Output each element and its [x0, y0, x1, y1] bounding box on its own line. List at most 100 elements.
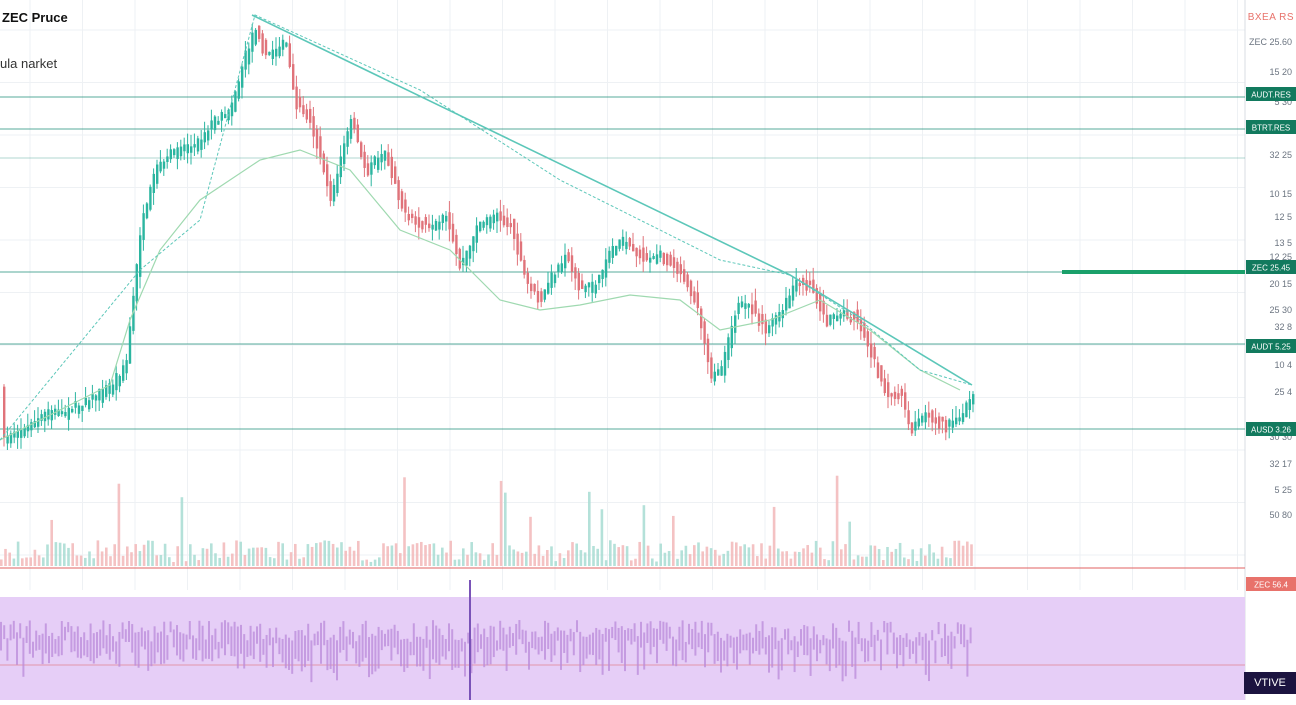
volume-bar — [529, 516, 532, 566]
candle-body — [71, 408, 74, 413]
candle-body — [734, 315, 737, 333]
candle-body — [696, 292, 699, 309]
candle-body — [958, 417, 961, 422]
rsi-bar — [569, 628, 572, 642]
candle-body — [271, 49, 274, 59]
rsi-bar — [694, 621, 697, 656]
candle-body — [332, 184, 336, 202]
rsi-bar — [787, 628, 790, 655]
volume-bar — [966, 541, 969, 566]
candle-body — [94, 395, 98, 401]
volume-bar — [697, 542, 700, 566]
volume-bar — [785, 551, 788, 566]
candle-body — [509, 223, 512, 228]
volume-bar — [29, 557, 32, 566]
volume-bar — [676, 558, 679, 566]
rsi-bar — [540, 636, 543, 652]
candle-body — [472, 236, 475, 252]
rsi-bar — [854, 637, 857, 679]
rsi-bar — [876, 629, 879, 641]
volume-bar — [743, 544, 746, 566]
rsi-bar — [572, 632, 575, 656]
candle-body — [523, 259, 526, 275]
rsi-bar — [409, 641, 412, 656]
candle-body — [400, 191, 404, 209]
price-tick-label: 5 30 — [1274, 97, 1292, 107]
candle-body — [972, 394, 975, 405]
volume-bar — [121, 555, 125, 566]
candle-body — [23, 427, 26, 437]
rsi-bar — [652, 628, 655, 647]
candle-body — [900, 388, 903, 396]
candle-body — [9, 433, 13, 444]
volume-badge-text: ZEC 56.4 — [1254, 581, 1288, 590]
rsi-bar — [192, 635, 194, 659]
candle-body — [836, 315, 839, 322]
rsi-bar — [387, 629, 390, 647]
rsi-bar — [940, 638, 943, 658]
rsi-bar — [246, 640, 249, 657]
volume-bar — [432, 543, 436, 566]
volume-bar — [739, 546, 742, 566]
candle-body — [468, 245, 472, 259]
rsi-bar — [233, 621, 236, 657]
level-price-badge-text: AUDT.RES — [1251, 91, 1291, 100]
candle-body — [356, 124, 359, 143]
candle-body — [203, 132, 206, 143]
volume-bar — [840, 549, 843, 566]
rsi-bar — [732, 637, 735, 664]
candle-body — [295, 86, 298, 110]
volume-bar — [949, 558, 952, 566]
rsi-bar — [131, 624, 134, 653]
candle-body — [570, 255, 574, 272]
candle-body — [417, 217, 421, 228]
candle-body — [37, 418, 40, 427]
rsi-bar — [83, 632, 86, 656]
volume-bar — [772, 506, 776, 566]
rsi-bar — [716, 631, 719, 662]
rsi-bar — [560, 630, 562, 670]
rsi-bar — [918, 632, 921, 646]
volume-bar — [919, 548, 923, 566]
rsi-bar — [182, 633, 185, 662]
volume-bar — [315, 543, 318, 566]
candle-body — [849, 316, 852, 323]
volume-bar — [558, 553, 562, 566]
rsi-bar — [553, 631, 556, 656]
rsi-bar — [339, 626, 342, 653]
moving-average-slow — [0, 14, 973, 441]
rsi-bar — [873, 634, 876, 662]
rsi-bar — [668, 626, 671, 639]
rsi-bar — [960, 624, 962, 645]
rsi-bar — [16, 632, 18, 665]
candle-body — [489, 216, 492, 229]
volume-bar — [709, 548, 713, 566]
candle-body — [254, 29, 257, 45]
rsi-bar — [931, 630, 934, 641]
rsi-bar — [326, 639, 329, 671]
candle-body — [506, 217, 509, 227]
rsi-bar — [720, 637, 722, 673]
rsi-bar — [464, 641, 466, 677]
candle-body — [360, 142, 363, 158]
volume-bar — [932, 552, 935, 566]
volume-bar — [730, 541, 734, 566]
rsi-bar — [924, 633, 927, 675]
rsi-bar — [742, 634, 745, 651]
volume-bar — [957, 540, 961, 566]
volume-bar — [172, 561, 175, 566]
volume-bar — [100, 551, 104, 566]
grid-group — [0, 0, 1245, 590]
volume-bar — [331, 543, 335, 566]
volume-bar — [399, 553, 402, 566]
candle-body — [217, 120, 220, 125]
candle-body — [101, 389, 104, 403]
candle-body — [812, 279, 815, 293]
candle-body — [853, 312, 856, 320]
volume-bar — [88, 551, 91, 566]
candle-body — [366, 163, 370, 176]
volume-bar — [777, 548, 780, 566]
candle-body — [713, 371, 716, 382]
candle-body — [914, 421, 917, 431]
candle-body — [329, 181, 332, 201]
